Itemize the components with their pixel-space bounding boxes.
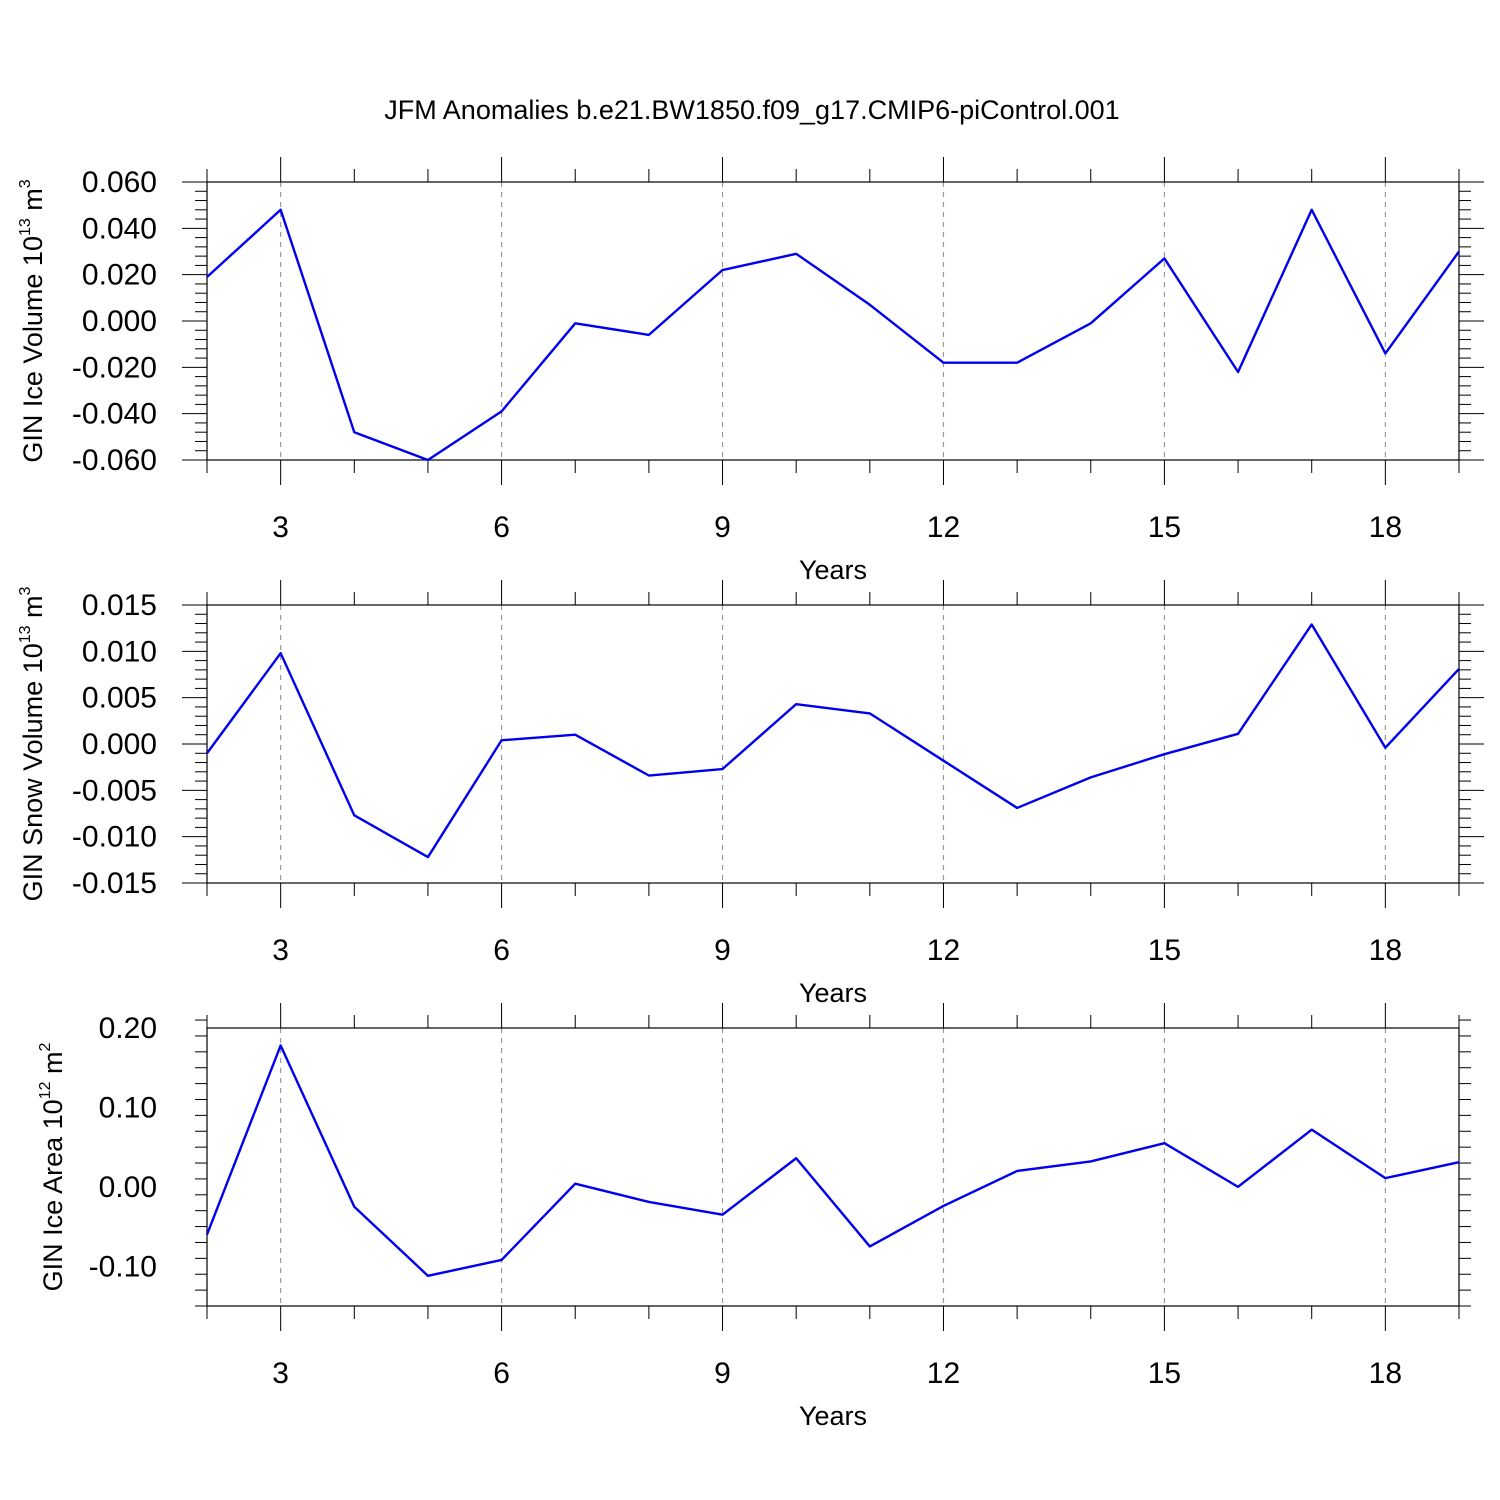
y-tick-label: 0.005 xyxy=(82,682,157,715)
plot-frame xyxy=(206,181,1460,461)
y-axis-label: GIN Ice Area 1012 m2 xyxy=(37,1043,68,1292)
x-tick-label: 6 xyxy=(493,934,510,967)
plot-frame xyxy=(206,604,1460,884)
y-tick-label: 0.20 xyxy=(99,1012,157,1045)
x-axis-label: Years xyxy=(799,1401,867,1431)
x-tick-label: 18 xyxy=(1369,511,1402,544)
x-tick-label: 3 xyxy=(272,1357,289,1390)
x-tick-label: 9 xyxy=(714,1357,731,1390)
x-tick-label: 15 xyxy=(1148,511,1181,544)
y-axis-label: GIN Ice Volume 1013 m3 xyxy=(17,179,48,462)
y-tick-label: 0.060 xyxy=(82,166,157,199)
x-tick-label: 18 xyxy=(1369,1357,1402,1390)
y-tick-label: -0.005 xyxy=(72,774,157,807)
y-axis-label: GIN Snow Volume 1013 m3 xyxy=(17,586,48,901)
x-tick-label: 9 xyxy=(714,511,731,544)
panel-3: -0.10 0.00 0.10 0.20 3 6 9 12 15 18 Years GIN Ice A… xyxy=(37,1003,1471,1431)
x-tick-label: 12 xyxy=(927,1357,960,1390)
series-line xyxy=(205,1044,1460,1278)
x-tick-label: 15 xyxy=(1148,1357,1181,1390)
y-tick-label: 0.000 xyxy=(82,728,157,761)
y-tick-label: -0.020 xyxy=(72,351,157,384)
x-tick-label: 12 xyxy=(927,934,960,967)
panel-2: -0.015 -0.010 -0.005 0.000 0.005 0.010 0.015 3 6… xyxy=(17,580,1484,1008)
y-tick-label: 0.010 xyxy=(82,635,157,668)
y-tick-label: -0.10 xyxy=(89,1250,157,1283)
x-tick-label: 15 xyxy=(1148,934,1181,967)
y-tick-label: 0.10 xyxy=(99,1091,157,1124)
y-tick-label: -0.040 xyxy=(72,398,157,431)
y-tick-label: 0.020 xyxy=(82,259,157,292)
y-tick-label: 0.015 xyxy=(82,589,157,622)
y-tick-label: -0.060 xyxy=(72,444,157,477)
y-tick-label: 0.00 xyxy=(99,1171,157,1204)
plot-frame xyxy=(206,1027,1460,1307)
y-tick-label: -0.010 xyxy=(72,821,157,854)
x-tick-label: 9 xyxy=(714,934,731,967)
panel-1: -0.060 -0.040 -0.020 0.000 0.020 0.040 0.060 3 6… xyxy=(17,157,1484,585)
y-tick-label: -0.015 xyxy=(72,867,157,900)
x-tick-label: 18 xyxy=(1369,934,1402,967)
series-line xyxy=(206,208,1460,462)
y-tick-label: 0.000 xyxy=(82,305,157,338)
x-axis-label: Years xyxy=(799,555,867,585)
x-tick-label: 3 xyxy=(272,934,289,967)
x-axis-label: Years xyxy=(799,978,867,1008)
series-line xyxy=(206,623,1460,859)
x-tick-label: 6 xyxy=(493,511,510,544)
x-tick-label: 6 xyxy=(493,1357,510,1390)
x-tick-label: 3 xyxy=(272,511,289,544)
y-tick-label: 0.040 xyxy=(82,212,157,245)
chart-title: JFM Anomalies b.e21.BW1850.f09_g17.CMIP6… xyxy=(384,95,1119,125)
x-tick-label: 12 xyxy=(927,511,960,544)
